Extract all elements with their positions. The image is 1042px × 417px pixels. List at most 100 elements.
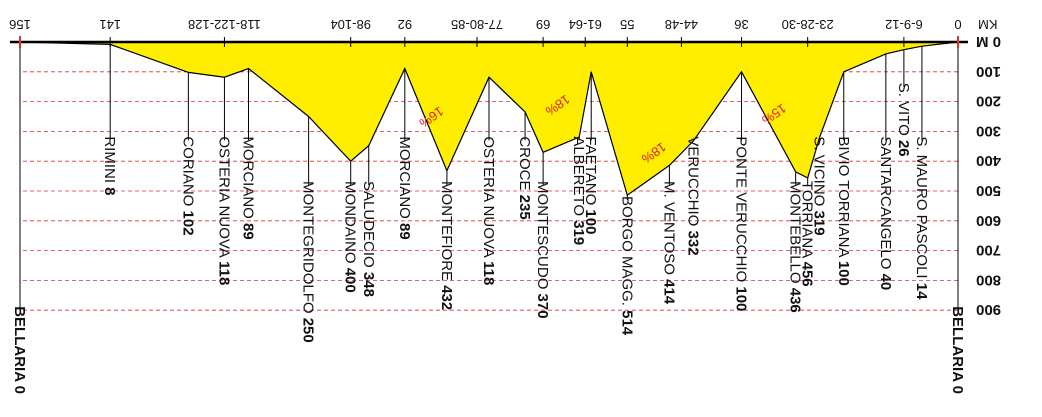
place-label: TORRIANA 456 — [799, 181, 816, 287]
place-name: MONTEBELLO — [787, 181, 804, 288]
place-name: BELLARIA — [949, 306, 966, 385]
km-tick-label: 98-104 — [330, 17, 370, 32]
place-altitude: 414 — [660, 279, 677, 305]
km-tick-label: 6-9-12 — [885, 17, 923, 32]
place-label: M. VENTOSO 414 — [660, 181, 677, 305]
km-tick-label: 69 — [536, 17, 550, 32]
place-markers — [19, 42, 959, 311]
place-altitude: 436 — [787, 288, 804, 313]
altitude-tick-label: 500 — [976, 182, 1001, 199]
place-label: MONTESCUDO 370 — [534, 181, 551, 319]
place-label: MONTEGRIDOLFO 250 — [300, 181, 317, 343]
altitude-tick-label: 100 — [976, 63, 1001, 80]
place-altitude: 26 — [895, 140, 912, 157]
km-tick-label: 77-80-85 — [451, 17, 503, 32]
place-name: S. MAURO PASCOLI — [913, 136, 930, 282]
km-tick-label: 141 — [99, 17, 121, 32]
altitude-tick-label: 300 — [976, 122, 1001, 139]
place-name: MORCIANO — [396, 136, 413, 223]
km-tick-label: 23-28-30 — [782, 17, 834, 32]
place-altitude: 250 — [300, 318, 317, 343]
place-label: MONTEFIORE 432 — [438, 181, 455, 310]
place-label: ALBERETO 319 — [570, 136, 587, 245]
place-label: VERUCCHIO 332 — [684, 136, 701, 255]
place-name: OSTERIA NUOVA — [480, 136, 497, 261]
place-name: S. VICINO — [811, 136, 828, 210]
place-name: BORGO MAGG. — [618, 196, 635, 310]
km-tick-label: 55 — [620, 17, 634, 32]
place-altitude: 40 — [877, 274, 894, 291]
km-tick-label: 36 — [734, 17, 748, 32]
place-altitude: 8 — [101, 187, 118, 195]
place-altitude: 102 — [179, 211, 196, 236]
km-axis-label: KM — [978, 17, 998, 32]
place-label: BELLARIA 0 — [11, 306, 28, 394]
km-tick-label: 156 — [9, 17, 31, 32]
place-name: ALBERETO — [570, 136, 587, 220]
place-label: S. MAURO PASCOLI 14 — [913, 136, 930, 300]
profile-fill — [20, 42, 958, 196]
place-name: MORCIANO — [239, 136, 256, 223]
place-altitude: 89 — [239, 223, 256, 240]
place-altitude: 332 — [684, 231, 701, 256]
place-name: BIVIO TORRIANA — [835, 136, 852, 260]
place-label: MORCIANO 89 — [239, 136, 256, 239]
place-altitude: 100 — [835, 261, 852, 286]
place-altitude: 348 — [360, 272, 377, 297]
place-label: BORGO MAGG. 514 — [618, 196, 635, 336]
place-name: FAETANO — [582, 136, 599, 209]
place-altitude: 100 — [733, 286, 750, 311]
place-label: PONTE VERUCCHIO 100 — [733, 136, 750, 311]
place-altitude: 118 — [215, 261, 232, 285]
place-altitude: 100 — [582, 209, 599, 234]
place-name: PONTE VERUCCHIO — [733, 136, 750, 286]
place-label: SANTARCANGELO 40 — [877, 136, 894, 290]
place-label: MORCIANO 89 — [396, 136, 413, 239]
altitude-tick-label: 600 — [976, 212, 1001, 229]
altitude-tick-label: 700 — [976, 242, 1001, 259]
place-name: VERUCCHIO — [684, 136, 701, 230]
place-label: BIVIO TORRIANA 100 — [835, 136, 852, 286]
place-label: MONTEBELLO 436 — [787, 181, 804, 313]
place-label: FAETANO 100 — [582, 136, 599, 234]
place-label: MONDAINO 400 — [342, 181, 359, 293]
place-altitude: 319 — [811, 211, 828, 236]
place-label: RIMINI 8 — [101, 136, 118, 195]
place-altitude: 514 — [618, 310, 635, 336]
place-name: S. VITO — [895, 83, 912, 140]
place-altitude: 319 — [570, 220, 587, 245]
place-altitude: 456 — [799, 262, 816, 287]
km-tick-label: 61-64 — [569, 17, 602, 32]
place-altitude: 235 — [516, 195, 533, 220]
place-name: MONDAINO — [342, 181, 359, 268]
place-label: SALUDECIO 348 — [360, 181, 377, 297]
altitude-tick-label: 200 — [976, 93, 1001, 110]
place-altitude: 370 — [534, 294, 551, 319]
place-name: OSTERIA NUOVA — [215, 136, 232, 261]
altitude-tick-label: 900 — [976, 301, 1001, 318]
place-name: MONTEGRIDOLFO — [300, 181, 317, 318]
km-tick-label: 0 — [954, 17, 961, 32]
altitude-tick-label: 0 M — [976, 33, 1001, 50]
altitude-tick-label: 800 — [976, 271, 1001, 288]
place-name: CROCE — [516, 136, 533, 194]
place-name: SANTARCANGELO — [877, 136, 894, 273]
place-label: S. VITO 26 — [895, 83, 912, 157]
place-name: RIMINI — [101, 136, 118, 187]
place-label: BELLARIA 0 — [949, 306, 966, 394]
place-name: CORIANO — [179, 136, 196, 210]
km-tick-label: 92 — [398, 17, 412, 32]
place-name: MONTEFIORE — [438, 181, 455, 285]
place-label: CORIANO 102 — [179, 136, 196, 235]
place-name: SALUDECIO — [360, 181, 377, 272]
place-altitude: 0 — [11, 386, 28, 394]
place-altitude: 14 — [913, 283, 930, 300]
plot-area: 0 6-9-12 23-28-30 36 44-48 55 61-64 69 77-80-85 9… — [9, 17, 1001, 394]
place-altitude: 89 — [396, 223, 413, 240]
place-name: MONTESCUDO — [534, 181, 551, 294]
place-altitude: 118 — [480, 261, 497, 285]
place-altitude: 400 — [342, 268, 359, 293]
place-label: OSTERIA NUOVA 118 — [480, 136, 497, 285]
place-label: CROCE 235 — [516, 136, 533, 219]
place-altitude: 432 — [438, 285, 455, 310]
